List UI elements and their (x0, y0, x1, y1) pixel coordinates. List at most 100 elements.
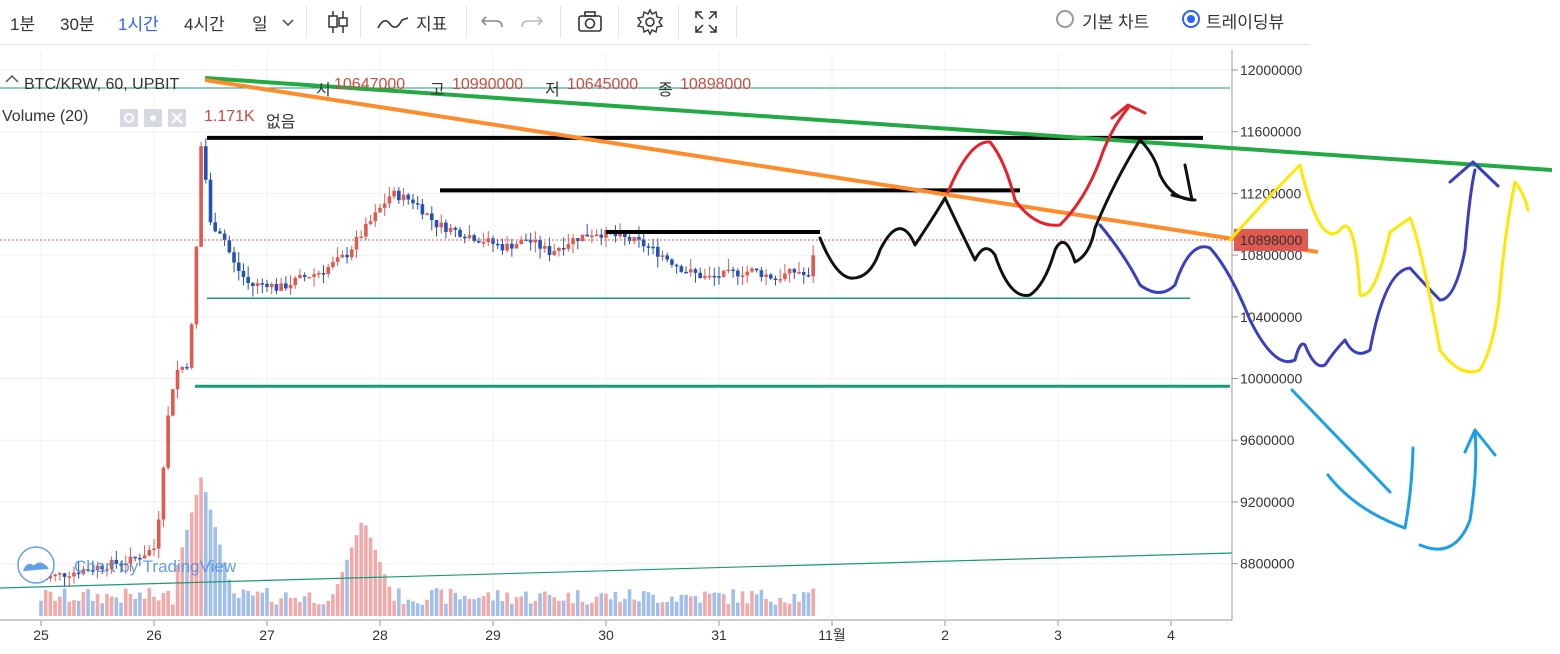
volume-bar (712, 592, 717, 616)
volume-bar (561, 600, 566, 616)
volume-bar (175, 564, 180, 616)
candle-body (773, 278, 778, 281)
fullscreen-icon[interactable] (692, 8, 720, 36)
volume-bar (736, 602, 740, 616)
red-arrow-head (1110, 103, 1147, 120)
x-tick-label: 3 (1054, 627, 1062, 643)
volume-bar (759, 589, 764, 616)
tradingview-logo-icon (17, 546, 55, 584)
interval-1h-button[interactable]: 1시간 (118, 15, 159, 34)
view-trading-label[interactable]: 트레이딩뷰 (1206, 13, 1285, 32)
candle-body (797, 271, 801, 274)
close-value: 10898000 (680, 76, 752, 93)
candle-body (425, 213, 429, 216)
volume-bar (420, 604, 425, 616)
light-blue-path-2 (1326, 446, 1415, 530)
volume-bar (354, 535, 359, 616)
y-tick-label: 8800000 (1240, 556, 1295, 572)
candle-body (495, 243, 500, 246)
view-basic-radio[interactable] (1056, 10, 1074, 28)
red-breakout-path (946, 106, 1130, 227)
volume-bar (618, 601, 622, 616)
y-tick-label: 9600000 (1240, 432, 1295, 448)
symbol-label: BTC/KRW, 60, UPBIT (24, 76, 180, 93)
candle-body (670, 259, 674, 265)
candle-body (547, 246, 552, 256)
volume-bar (236, 597, 241, 616)
volume-bar (392, 600, 396, 616)
candle-body (514, 244, 519, 249)
volume-bar (133, 598, 137, 616)
volume-bar (232, 593, 236, 616)
chevron-down-icon[interactable] (278, 12, 298, 32)
volume-bar (251, 595, 255, 616)
candle-body (632, 237, 637, 241)
candle-body (557, 247, 561, 251)
view-basic-label[interactable]: 기본 차트 (1082, 13, 1150, 32)
candle-body (768, 274, 773, 279)
candle-body (693, 269, 698, 273)
candle-body (119, 563, 123, 566)
candle-body (142, 555, 147, 559)
y-tick-label: 10400000 (1240, 309, 1303, 325)
interval-30m-button[interactable]: 30분 (60, 15, 95, 34)
volume-bar (279, 598, 283, 616)
low-label: 저 (545, 82, 560, 99)
interval-day-dropdown[interactable]: 일 (252, 15, 268, 34)
interval-4h-button[interactable]: 4시간 (184, 15, 225, 34)
volume-bar (123, 588, 128, 616)
volume-controls[interactable] (120, 108, 192, 128)
current-price-tag (1234, 228, 1308, 251)
candle-body (321, 273, 326, 275)
candle-body (199, 146, 203, 247)
candle-body (444, 222, 448, 232)
candle-body (246, 276, 250, 283)
volume-value: 1.171K (204, 108, 255, 125)
volume-bar (797, 601, 801, 616)
candle-body (448, 227, 453, 232)
volume-bar (613, 591, 618, 616)
candle-body (147, 549, 152, 556)
volume-bar (213, 527, 218, 616)
volume-bar (53, 600, 57, 616)
volume-bar (152, 596, 156, 616)
volume-bar (538, 593, 542, 616)
interval-1m-button[interactable]: 1분 (10, 15, 36, 34)
volume-bar (48, 591, 53, 616)
volume-bar (67, 601, 72, 616)
collapse-arrow-icon[interactable] (2, 72, 22, 88)
candle-body (783, 273, 787, 280)
candle-body (491, 238, 495, 244)
candle-body (542, 246, 547, 249)
candle-body (260, 283, 265, 285)
volume-bar (429, 590, 434, 616)
volume-bar (382, 574, 387, 616)
volume-label: Volume (20) (2, 108, 89, 125)
volume-bar (387, 586, 392, 616)
indicator-icon[interactable] (376, 8, 410, 36)
x-tick-label: 28 (372, 627, 388, 643)
candle-body (100, 565, 105, 570)
candle-body (510, 243, 514, 249)
indicator-button[interactable]: 지표 (416, 15, 448, 34)
candle-body (590, 235, 594, 237)
candle-body (674, 264, 679, 267)
undo-icon[interactable] (478, 8, 506, 36)
camera-icon[interactable] (576, 8, 604, 36)
volume-bar (288, 598, 293, 616)
candlestick-icon[interactable] (324, 8, 352, 36)
candle-body (359, 236, 363, 239)
candle-body (307, 276, 312, 279)
volume-bar (128, 594, 133, 616)
redo-icon[interactable] (518, 8, 546, 36)
candle-body (382, 203, 387, 208)
volume-bar (721, 594, 726, 616)
gear-icon[interactable] (636, 8, 664, 36)
x-tick-label: 11월 (818, 627, 845, 643)
view-trading-radio[interactable] (1182, 10, 1200, 28)
volume-bar (189, 512, 194, 616)
volume-bar (754, 594, 759, 616)
volume-bar (378, 562, 382, 616)
volume-bar (335, 584, 340, 616)
